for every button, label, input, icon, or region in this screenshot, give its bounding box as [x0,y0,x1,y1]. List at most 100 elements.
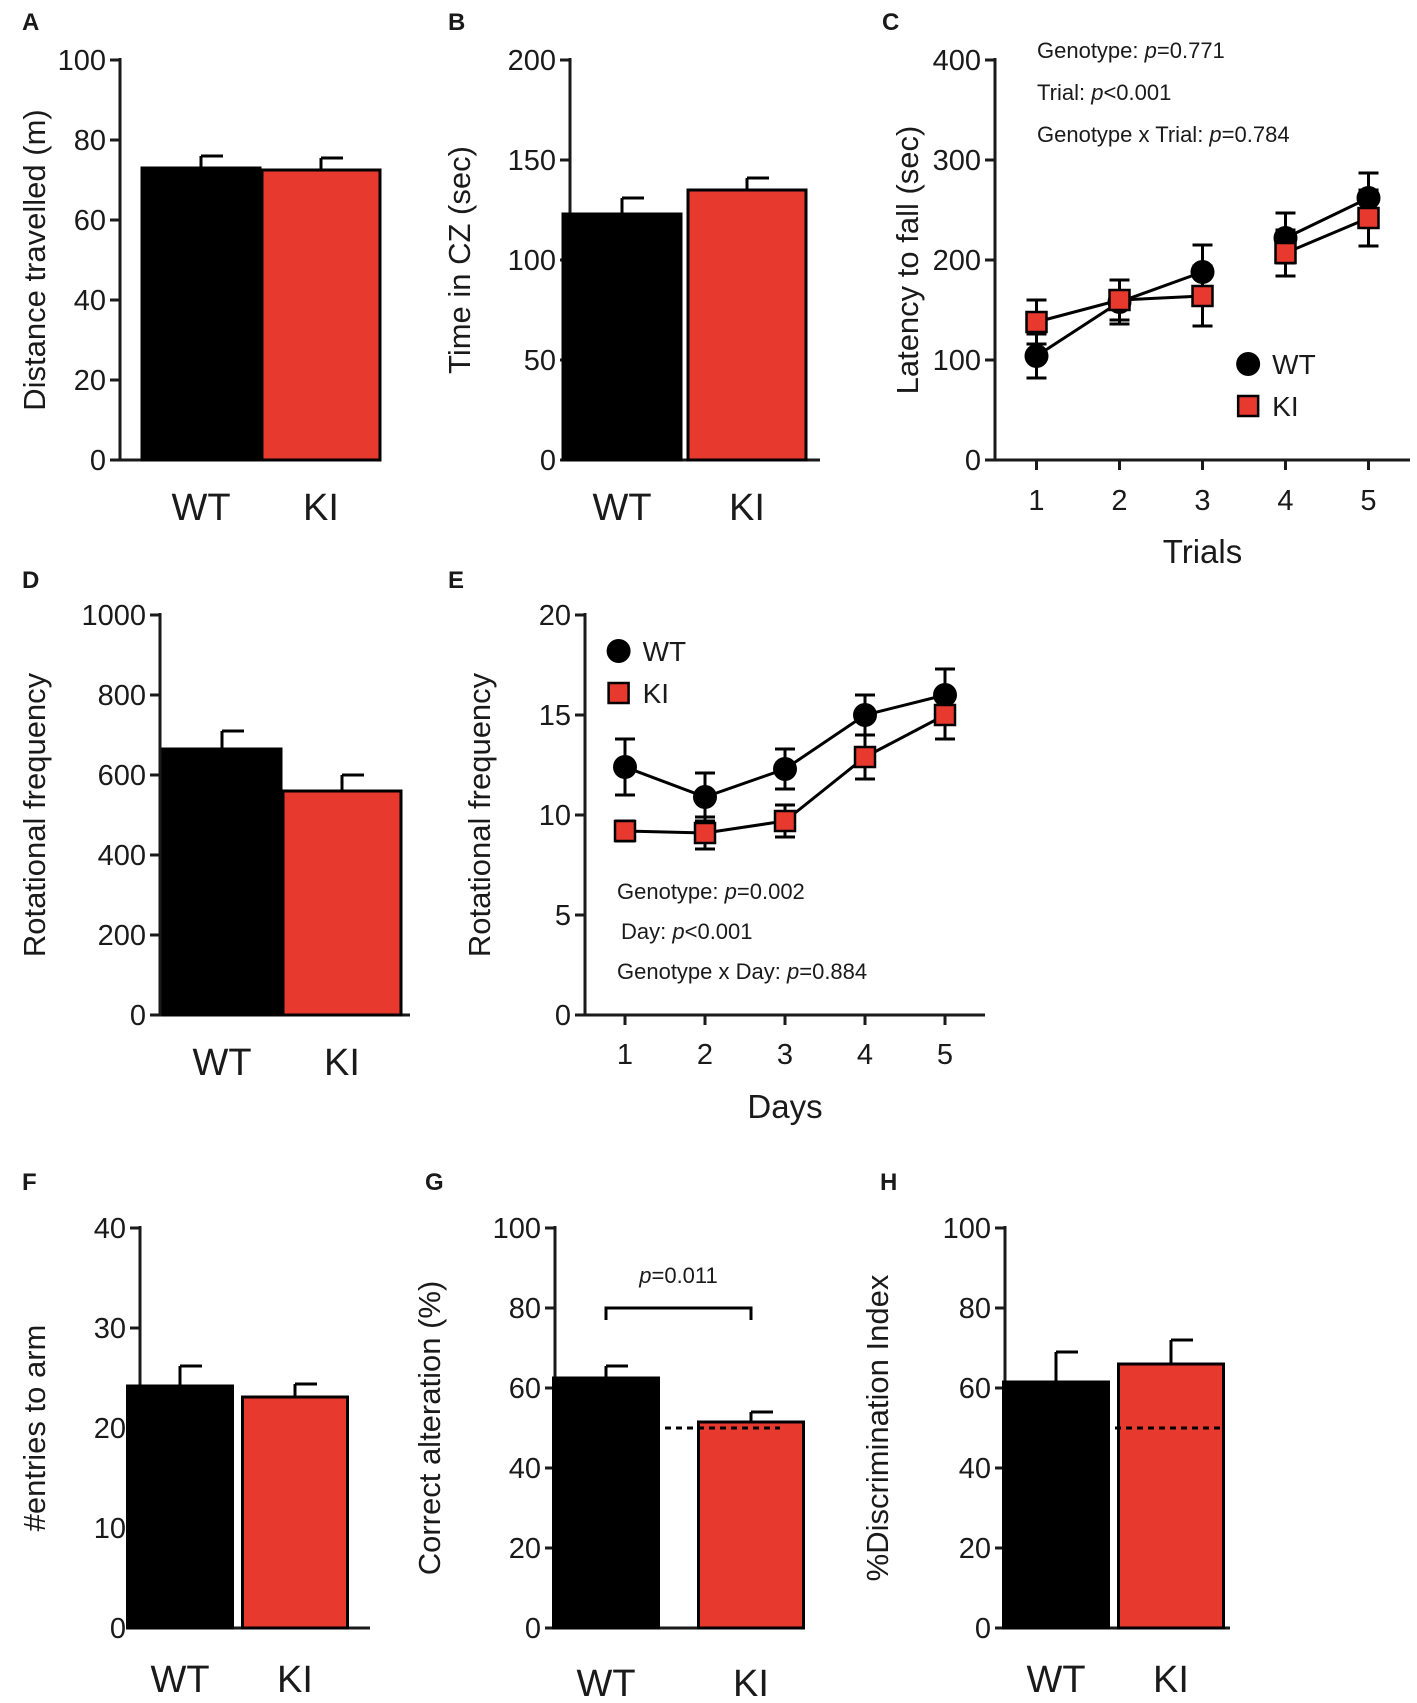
panel-e-point-ki [693,821,717,845]
panel-e-point-wt [773,757,797,781]
panel-a-ytick-label: 80 [74,125,106,157]
panel-f-bar-wt [126,1384,234,1630]
panel-d-bar-wt [161,747,283,1017]
panel-c-point-ki [1191,284,1214,308]
panel-c-annotation-3-p: p [1208,122,1221,147]
panel-b-ytick-label: 200 [508,45,556,77]
panel-c-point-ki [1108,288,1131,312]
panel-c-annotation-1-p: p [1144,38,1157,63]
panel-f-category-ki: KI [277,1659,313,1701]
panel-a-ylabel: Distance travelled (m) [17,109,52,410]
panel-f-ytick-label: 20 [94,1413,126,1445]
panel-e-point-ki [773,809,797,833]
panel-d-ytick-label: 600 [98,760,146,792]
panel-h-ytick-label: 80 [959,1293,991,1325]
panel-c-annotation-3: Genotype x Trial: p=0.784 [1037,122,1290,147]
panel-b-letter: B [448,9,465,36]
panel-g-category-ki: KI [733,1663,769,1703]
panel-b-ytick-label: 100 [508,245,556,277]
panel-a-category-ki: KI [303,487,339,529]
panel-f-ytick-label: 40 [94,1213,126,1245]
panel-a-ytick-label: 40 [74,285,106,317]
panel-c-point-ki [1357,206,1380,230]
panel-g-significance-label-p: p [638,1263,651,1288]
panel-h-category-wt: WT [1026,1659,1085,1701]
panel-e-ytick-label: 10 [539,800,571,832]
panel-d-category-wt: WT [192,1042,251,1084]
panel-d-letter: D [22,567,39,594]
panel-b-category-wt: WT [592,487,651,529]
panel-g-category-wt: WT [576,1663,635,1703]
panel-e-annotation-3-prefix: Genotype x Day: [617,959,787,984]
panel-b-ytick-label: 150 [508,145,556,177]
panel-g-ylabel: Correct alteration (%) [412,1281,447,1576]
panel-a-ytick-label: 20 [74,365,106,397]
panel-h-ytick-label: 40 [959,1453,991,1485]
panel-e-annotation-3: Genotype x Day: p=0.884 [617,959,867,984]
panel-b-ytick-label: 0 [540,445,556,477]
panel-e-annotation-1-prefix: Genotype: [617,879,725,904]
panel-d-ytick-label: 400 [98,840,146,872]
panel-b-ylabel: Time in CZ (sec) [442,146,477,374]
panel-g: G Correct alteration (%) 0 20 40 60 80 100 WT KI p… [412,1169,805,1703]
panel-c-xtick-label: 4 [1277,485,1293,517]
panel-e-annotation-3-value: =0.884 [799,959,867,984]
panel-e-xlabel: Days [747,1088,822,1125]
panel-c-legend-marker-ki [1236,394,1260,418]
panel-g-significance-bracket [604,1306,753,1320]
panel-g-letter: G [425,1169,444,1196]
panel-c-legend-label-ki: KI [1272,391,1298,422]
panel-d-category-ki: KI [324,1042,360,1084]
panel-c-annotation-2-prefix: Trial: [1037,80,1091,105]
panel-a-ytick-label: 100 [58,45,106,77]
panel-h-ylabel: %Discrimination Index [860,1274,895,1581]
panel-c-ytick-label: 200 [933,245,981,277]
panel-c-annotation-1-prefix: Genotype: [1037,38,1145,63]
panel-c-xtick-label: 1 [1028,485,1044,517]
panel-c-xlabel: Trials [1163,533,1242,570]
panel-g-ytick-label: 20 [509,1533,541,1565]
panel-a-bar-wt [140,166,262,462]
panel-e-letter: E [448,567,464,594]
panel-g-bar-ki [697,1420,805,1630]
panel-g-significance-label: p=0.011 [638,1263,718,1288]
panel-f-ytick-label: 0 [110,1613,126,1645]
panel-c-xtick-label: 5 [1360,485,1376,517]
panel-f-ylabel: #entries to arm [17,1325,52,1532]
panel-b: B Time in CZ (sec) 0 50 100 150 200 WT KI [442,9,820,529]
panel-f: F #entries to arm 0 10 20 30 40 WT KI [17,1169,370,1701]
panel-e-ytick-label: 0 [555,1000,571,1032]
panel-h: H %Discrimination Index 0 20 40 60 80 100 WT KI [860,1169,1230,1701]
panel-h-category-ki: KI [1153,1659,1189,1701]
panel-d-ytick-label: 800 [98,680,146,712]
panel-e-ytick-label: 20 [539,600,571,632]
panel-e-xtick-label: 5 [937,1039,953,1071]
panel-c-annotation-2-p: p [1090,80,1103,105]
panel-h-letter: H [880,1169,897,1196]
panel-c-ytick-label: 300 [933,145,981,177]
panel-c-annotation-1: Genotype: p=0.771 [1037,38,1225,63]
panel-g-ytick-label: 40 [509,1453,541,1485]
panel-c-annotation-1-value: =0.771 [1157,38,1225,63]
panel-e-legend-label-wt: WT [643,636,687,667]
panel-g-ytick-label: 100 [493,1213,541,1245]
panel-e-annotation-1-value: =0.002 [737,879,805,904]
panel-e-annotation-2-prefix: Day: [621,919,672,944]
panel-c-legend-label-wt: WT [1272,349,1316,380]
panel-c-ylabel: Latency to fall (sec) [890,126,925,395]
panel-a-ytick-label: 0 [90,445,106,477]
panel-a-letter: A [22,9,39,36]
panel-e-legend-marker-ki [607,681,630,705]
panel-e-xtick-label: 3 [777,1039,793,1071]
panel-e-point-wt [693,785,717,809]
panel-e-annotation-3-p: p [786,959,799,984]
panel-e-xtick-label: 4 [857,1039,873,1071]
panel-c-ytick-label: 100 [933,345,981,377]
panel-d-ytick-label: 200 [98,920,146,952]
panel-e-legend-label-ki: KI [643,678,669,709]
panel-g-bar-wt [552,1376,660,1630]
panel-c: C Latency to fall (sec) 0 100 200 300 400 1 2 3 4 5… [882,9,1410,570]
panel-e-ylabel: Rotational frequency [462,672,497,957]
panel-a-ytick-label: 60 [74,205,106,237]
panel-d-bar-ki [281,789,403,1017]
